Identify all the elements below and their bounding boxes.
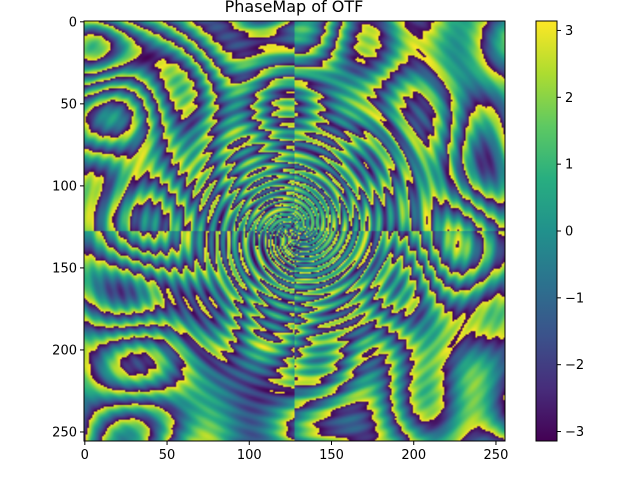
colorbar-tick-label: −2 (565, 358, 584, 373)
x-axis: 0 50 100 150 200 250 (81, 441, 509, 463)
x-tick-label: 200 (401, 448, 426, 463)
chart-title: PhaseMap of OTF (225, 0, 364, 16)
y-tick-label: 0 (69, 15, 77, 30)
x-tick-label: 250 (484, 448, 509, 463)
heatmap-image (84, 21, 505, 441)
colorbar-tick-label: 0 (565, 225, 573, 240)
plot-frame (83, 20, 506, 442)
colorbar-axis: −3 −2 −1 0 1 2 3 (557, 24, 584, 440)
x-tick-label: 50 (159, 448, 176, 463)
x-tick-label: 100 (237, 448, 262, 463)
y-axis: 0 50 100 150 200 250 (52, 15, 84, 440)
colorbar-tick-label: 1 (565, 158, 573, 173)
y-tick-label: 100 (52, 179, 77, 194)
y-tick-label: 250 (52, 425, 77, 440)
y-tick-label: 50 (60, 97, 77, 112)
x-tick-label: 0 (81, 448, 89, 463)
y-tick-label: 200 (52, 343, 77, 358)
colorbar (535, 20, 558, 442)
colorbar-tick-label: 3 (565, 24, 573, 39)
colorbar-tick-label: −3 (565, 425, 584, 440)
colorbar-tick-label: 2 (565, 91, 573, 106)
x-tick-label: 150 (319, 448, 344, 463)
colorbar-tick-label: −1 (565, 291, 584, 306)
y-tick-label: 150 (52, 261, 77, 276)
